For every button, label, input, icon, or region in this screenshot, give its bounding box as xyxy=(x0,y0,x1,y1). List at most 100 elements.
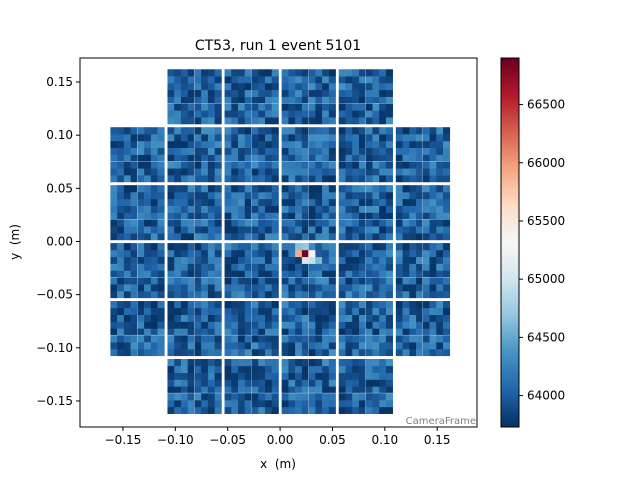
camera-pixel xyxy=(422,284,430,292)
camera-pixel xyxy=(385,140,393,149)
camera-pixel xyxy=(238,191,246,200)
camera-pixel xyxy=(180,82,188,91)
camera-pixel xyxy=(117,249,125,258)
camera-pixel xyxy=(422,219,430,227)
camera-pixel xyxy=(207,372,215,380)
camera-pixel xyxy=(345,321,353,329)
camera-pixel xyxy=(224,76,232,84)
camera-pixel xyxy=(395,348,403,357)
camera-pixel xyxy=(265,249,273,258)
camera-pixel xyxy=(167,233,175,241)
camera-pixel xyxy=(180,147,188,155)
camera-pixel xyxy=(137,284,145,292)
camera-pixel xyxy=(214,277,222,285)
camera-pixel xyxy=(338,76,346,84)
camera-pixel xyxy=(402,127,410,135)
camera-pixel xyxy=(167,219,175,227)
camera-pixel xyxy=(295,89,303,97)
camera-pixel xyxy=(123,249,131,258)
camera-pixel xyxy=(322,290,330,299)
camera-pixel xyxy=(174,175,182,183)
camera-pixel xyxy=(201,270,209,277)
camera-pixel xyxy=(315,175,323,183)
camera-pixel xyxy=(436,175,444,183)
camera-pixel xyxy=(150,284,158,292)
camera-pixel xyxy=(322,365,330,373)
camera-pixel xyxy=(231,284,239,292)
camera-pixel xyxy=(379,335,387,343)
camera-pixel xyxy=(352,263,360,271)
camera-pixel xyxy=(288,233,296,241)
camera-pixel xyxy=(265,372,273,380)
camera-pixel xyxy=(328,301,336,309)
camera-pixel xyxy=(207,212,215,220)
camera-pixel xyxy=(416,147,423,155)
camera-pixel xyxy=(251,110,259,118)
camera-pixel xyxy=(238,406,246,415)
camera-pixel xyxy=(352,226,360,234)
camera-pixel xyxy=(117,191,125,200)
camera-pixel xyxy=(144,256,152,264)
camera-pixel xyxy=(110,226,118,234)
camera-pixel xyxy=(201,103,209,111)
camera-pixel xyxy=(187,379,195,387)
camera-pixel xyxy=(207,400,215,408)
camera-pixel xyxy=(251,96,259,104)
camera-pixel xyxy=(385,307,393,316)
camera-pixel xyxy=(429,270,437,277)
camera-pixel xyxy=(352,358,360,367)
camera-pixel xyxy=(130,205,138,213)
camera-pixel xyxy=(379,372,387,380)
camera-pixel xyxy=(214,205,222,213)
camera-pixel xyxy=(443,198,451,206)
camera-pixel xyxy=(265,191,273,200)
camera-pixel xyxy=(402,290,410,299)
camera-pixel xyxy=(436,314,444,322)
camera-pixel xyxy=(372,393,380,401)
camera-pixel xyxy=(265,328,273,335)
camera-pixel xyxy=(187,147,195,155)
camera-pixel xyxy=(379,198,387,206)
camera-pixel xyxy=(443,191,451,200)
camera-pixel xyxy=(194,198,202,206)
camera-pixel xyxy=(328,379,336,387)
camera-pixel xyxy=(194,140,202,149)
camera-pixel xyxy=(187,249,195,258)
camera-pixel xyxy=(110,127,118,135)
camera-pixel xyxy=(258,358,266,367)
camera-pixel xyxy=(157,328,165,335)
camera-pixel xyxy=(288,290,296,299)
camera-pixel xyxy=(322,314,330,322)
camera-pixel xyxy=(328,212,336,220)
camera-pixel xyxy=(322,96,330,104)
camera-pixel xyxy=(288,277,296,285)
camera-pixel xyxy=(328,76,336,84)
camera-pixel xyxy=(358,348,366,357)
camera-pixel xyxy=(338,249,346,258)
camera-pixel xyxy=(422,127,430,135)
camera-pixel xyxy=(315,76,323,84)
camera-pixel xyxy=(416,226,423,234)
camera-pixel xyxy=(224,205,232,213)
camera-pixel xyxy=(345,168,353,176)
camera-pixel xyxy=(167,69,175,77)
camera-pixel xyxy=(395,205,403,213)
camera-pixel xyxy=(207,226,215,234)
camera-pixel xyxy=(416,205,423,213)
camera-pixel xyxy=(258,168,266,176)
camera-pixel xyxy=(395,256,403,264)
camera-pixel xyxy=(358,219,366,227)
camera-pixel xyxy=(110,307,118,316)
camera-pixel xyxy=(295,154,303,162)
camera-pixel xyxy=(258,284,266,292)
camera-pixel xyxy=(281,103,289,111)
camera-pixel xyxy=(271,358,279,367)
camera-pixel xyxy=(345,328,353,335)
camera-pixel xyxy=(288,175,296,183)
camera-pixel xyxy=(214,69,222,77)
camera-pixel xyxy=(244,212,252,220)
camera-pixel xyxy=(372,168,380,176)
camera-pixel xyxy=(201,127,209,135)
camera-pixel xyxy=(365,96,373,104)
camera-pixel xyxy=(194,191,202,200)
